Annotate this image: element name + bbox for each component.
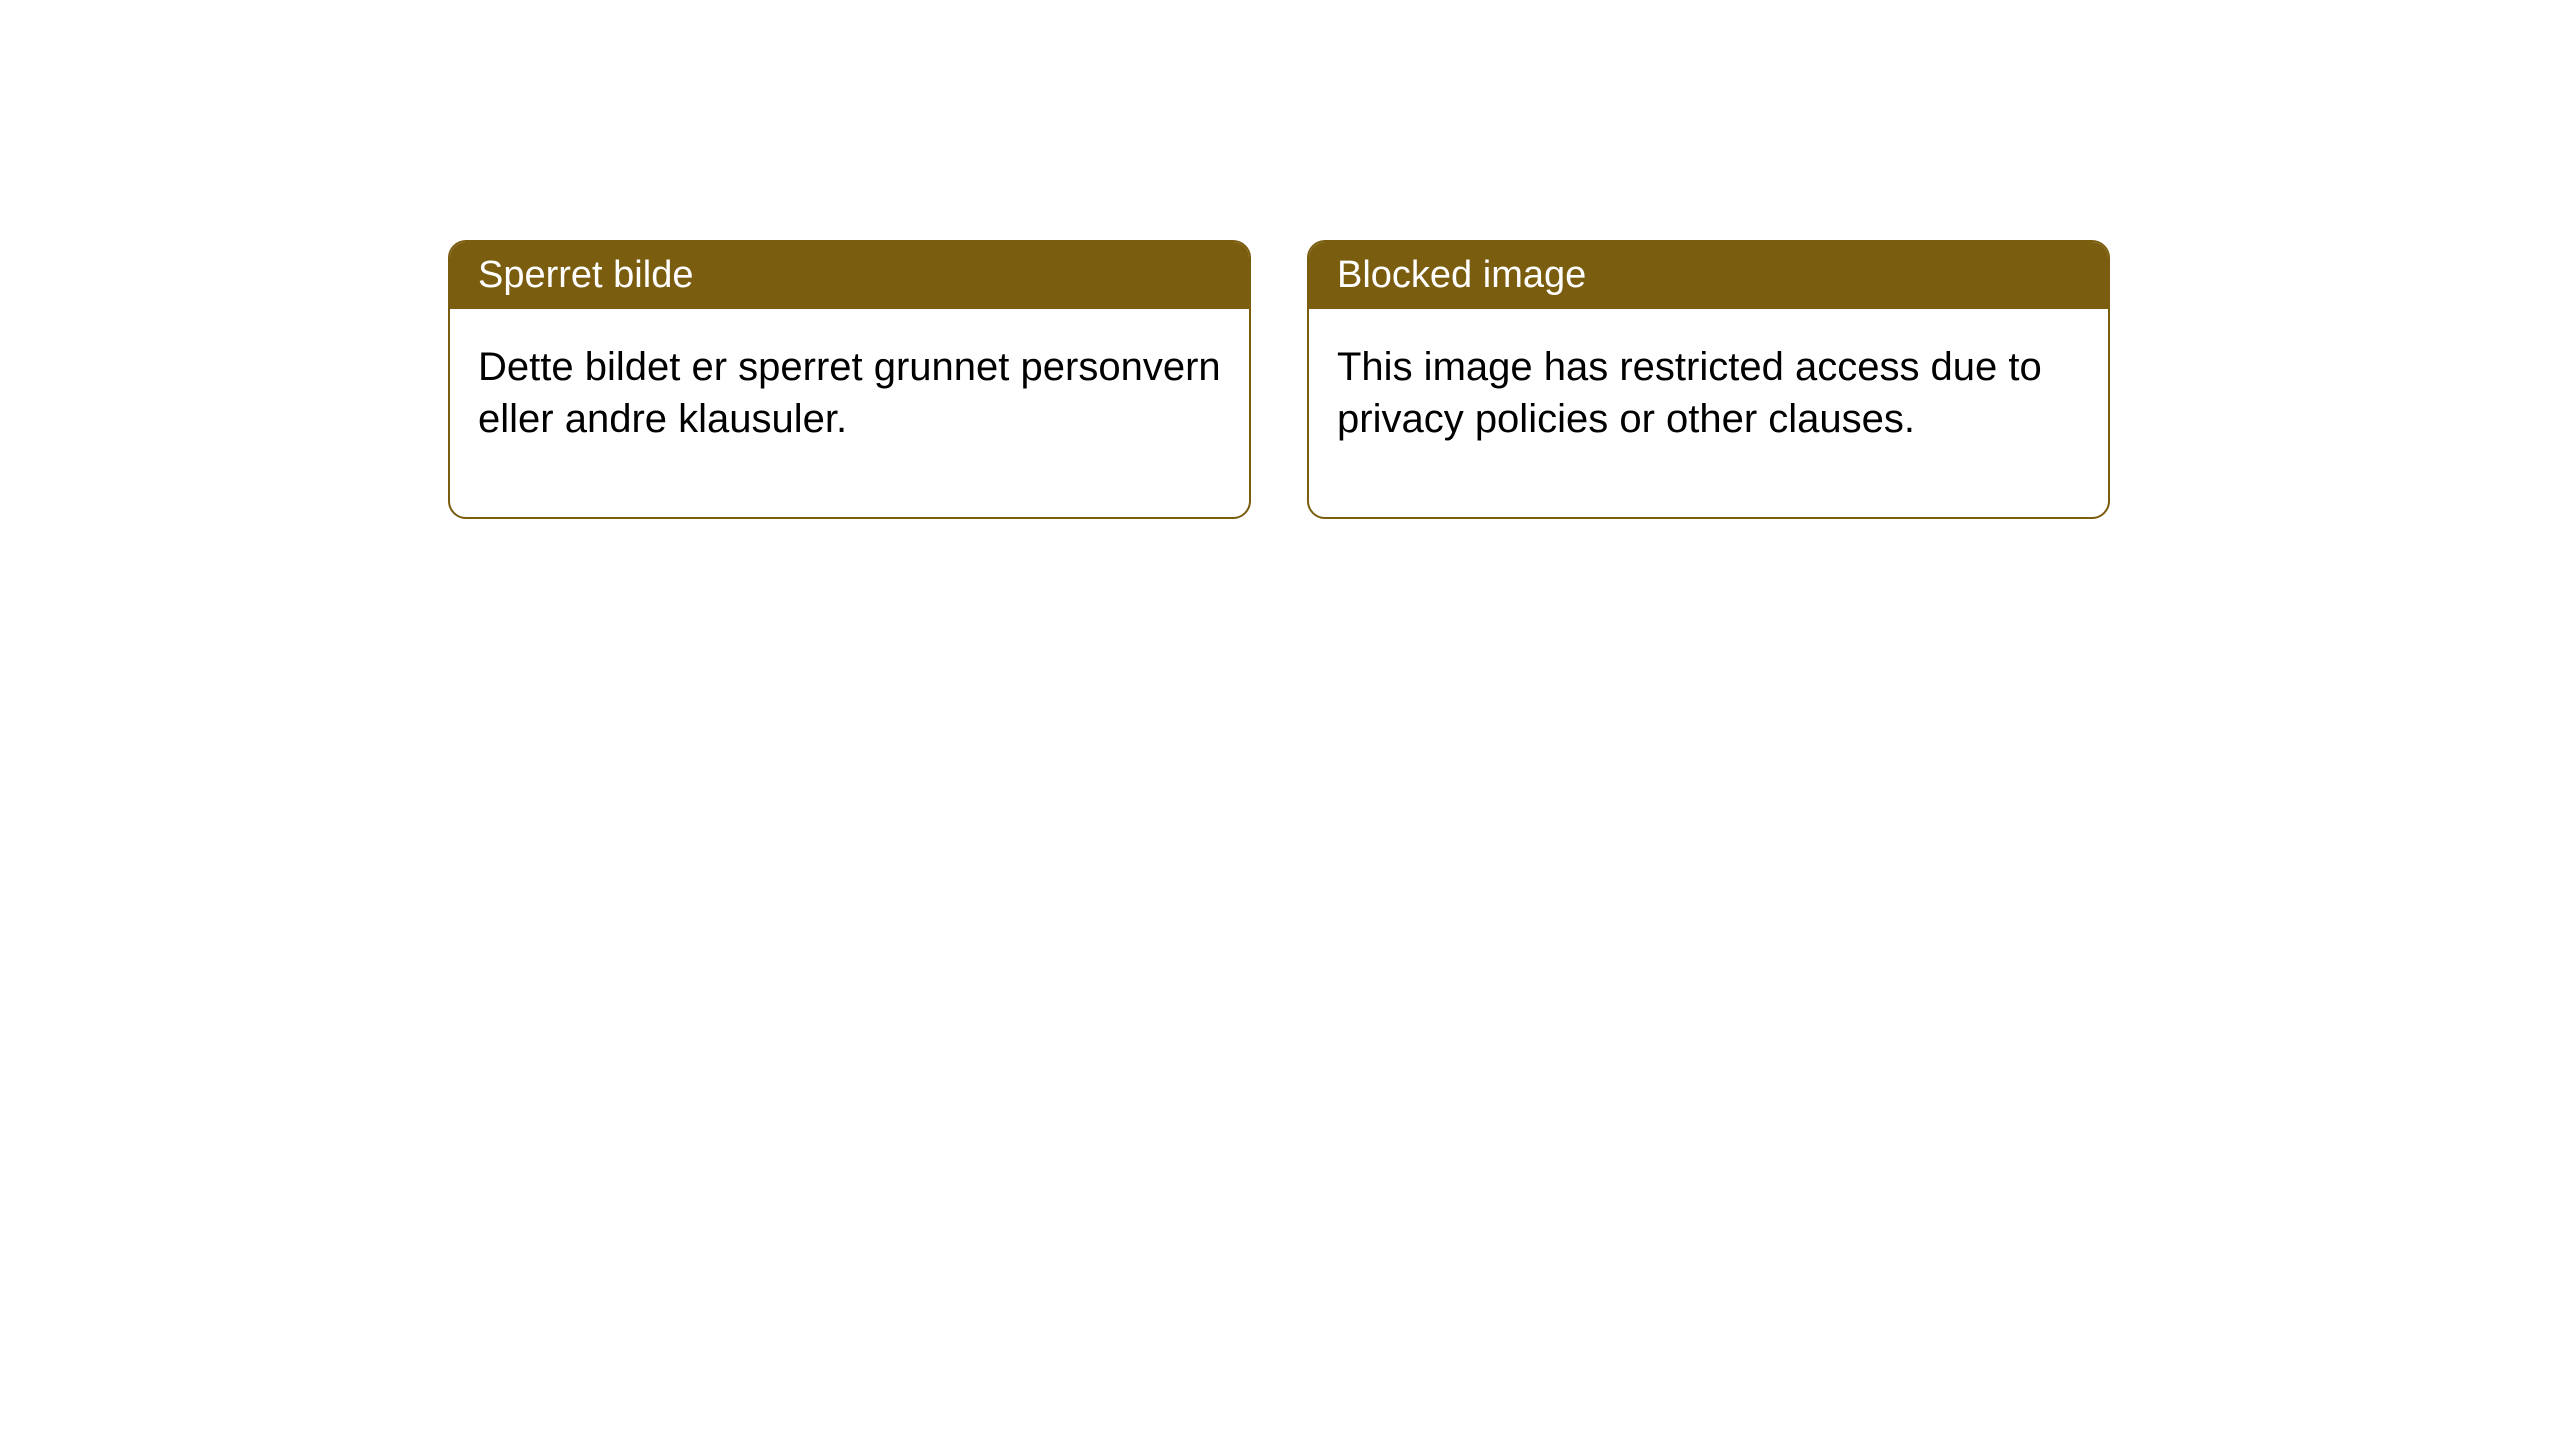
card-title: Blocked image xyxy=(1337,254,1586,296)
notice-cards-container: Sperret bilde Dette bildet er sperret gr… xyxy=(448,240,2110,519)
card-header: Blocked image xyxy=(1309,242,2108,309)
blocked-image-card-en: Blocked image This image has restricted … xyxy=(1307,240,2110,519)
card-title: Sperret bilde xyxy=(478,254,693,296)
blocked-image-card-no: Sperret bilde Dette bildet er sperret gr… xyxy=(448,240,1251,519)
card-body: Dette bildet er sperret grunnet personve… xyxy=(450,309,1249,517)
card-header: Sperret bilde xyxy=(450,242,1249,309)
card-body-text: Dette bildet er sperret grunnet personve… xyxy=(478,345,1221,441)
card-body-text: This image has restricted access due to … xyxy=(1337,345,2042,441)
card-body: This image has restricted access due to … xyxy=(1309,309,2108,517)
